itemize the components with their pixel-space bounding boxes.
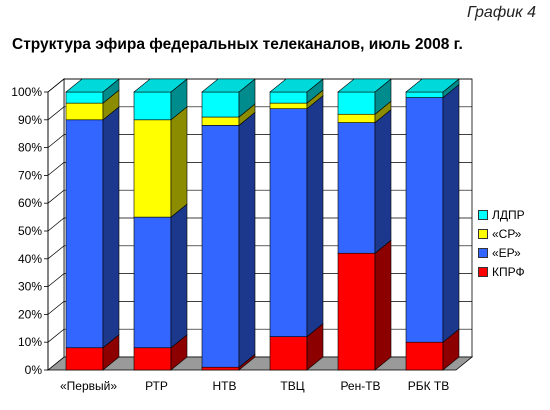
y-tick-label: 60% <box>18 196 42 210</box>
bar-segment-front <box>201 366 240 371</box>
y-tick-label: 0% <box>25 363 43 377</box>
x-tick-label: НТВ <box>213 379 237 393</box>
y-tick-label: 20% <box>18 307 42 321</box>
legend-label-er: «ЕР» <box>492 245 521 260</box>
x-tick-label: РТР <box>145 379 168 393</box>
bar-segment-front <box>337 91 376 115</box>
bar-top-cap <box>337 78 392 93</box>
bar-top-cap <box>133 78 188 93</box>
gridline <box>47 106 472 121</box>
gridline <box>47 217 472 232</box>
bar-top-cap <box>65 78 120 93</box>
gridline <box>47 134 472 148</box>
gridline <box>47 301 472 315</box>
bar-segment-front <box>133 119 172 218</box>
y-tick-label: 10% <box>18 335 42 349</box>
legend: ЛДПР «СР» «ЕР» КПРФ <box>478 205 525 281</box>
legend-item-kprf: КПРФ <box>478 262 525 281</box>
bar-segment-front <box>405 91 444 98</box>
gridline <box>47 162 472 176</box>
legend-swatch-er <box>478 247 488 258</box>
bar-segment-front <box>133 216 172 349</box>
bar-segment-side <box>170 106 188 218</box>
legend-item-er: «ЕР» <box>478 243 525 262</box>
bar-segment-front <box>269 91 308 104</box>
bar-segment-side <box>306 95 324 338</box>
gridline <box>47 273 472 287</box>
bar-segment-front <box>65 119 104 349</box>
bar-segment-side <box>170 203 188 349</box>
bar-segment-front <box>337 113 376 123</box>
bar-segment-front <box>133 347 172 371</box>
x-tick-label: «Первый» <box>60 379 117 393</box>
y-tick-label: 40% <box>18 252 42 266</box>
legend-swatch-sr <box>478 228 488 239</box>
bar-segment-front <box>65 102 104 121</box>
chart-title: Структура эфира федеральных телеканалов,… <box>12 36 463 53</box>
bar-segment-front <box>405 97 444 343</box>
bar-segment-side <box>102 106 120 349</box>
bar-segment-front <box>269 108 308 337</box>
bar-segment-front <box>269 336 308 371</box>
bar-segment-front <box>405 341 444 371</box>
bar-segment-side <box>374 239 392 371</box>
legend-label-sr: «СР» <box>492 226 522 241</box>
y-tick-label: 30% <box>18 280 42 294</box>
bar-segment-front <box>65 91 104 104</box>
bar-segment-side <box>374 108 392 254</box>
legend-item-ldpr: ЛДПР <box>478 205 525 224</box>
bar-segment-front <box>201 116 240 126</box>
gridline <box>47 328 472 343</box>
y-tick-label: 80% <box>18 141 42 155</box>
bar-segment-front <box>201 125 240 368</box>
bar-segment-front <box>337 122 376 254</box>
bar-segment-front <box>65 347 104 371</box>
legend-label-kprf: КПРФ <box>492 264 525 279</box>
legend-swatch-kprf <box>478 266 488 277</box>
figure-label: График 4 <box>467 4 536 21</box>
legend-label-ldpr: ЛДПР <box>492 207 525 222</box>
x-tick-label: ТВЦ <box>280 379 304 393</box>
gridline <box>47 245 472 260</box>
bar-segment-front <box>133 91 172 121</box>
bar-segment-front <box>269 102 308 109</box>
gridline <box>47 78 472 93</box>
y-tick-label: 50% <box>18 224 42 238</box>
y-tick-label: 70% <box>18 168 42 182</box>
x-tick-label: Рен-ТВ <box>340 379 380 393</box>
bar-segment-side <box>442 83 460 343</box>
bar-top-cap <box>405 78 460 93</box>
bar-top-cap <box>201 78 256 93</box>
bar-segment-front <box>337 252 376 371</box>
bar-top-cap <box>269 78 324 93</box>
x-tick-label: РБК ТВ <box>408 379 450 393</box>
y-tick-label: 90% <box>18 113 42 127</box>
legend-item-sr: «СР» <box>478 224 525 243</box>
bar-segment-side <box>238 111 256 368</box>
legend-swatch-ldpr <box>478 209 488 220</box>
y-tick-label: 100% <box>11 85 42 99</box>
bar-segment-front <box>201 91 240 118</box>
gridline <box>47 189 472 204</box>
